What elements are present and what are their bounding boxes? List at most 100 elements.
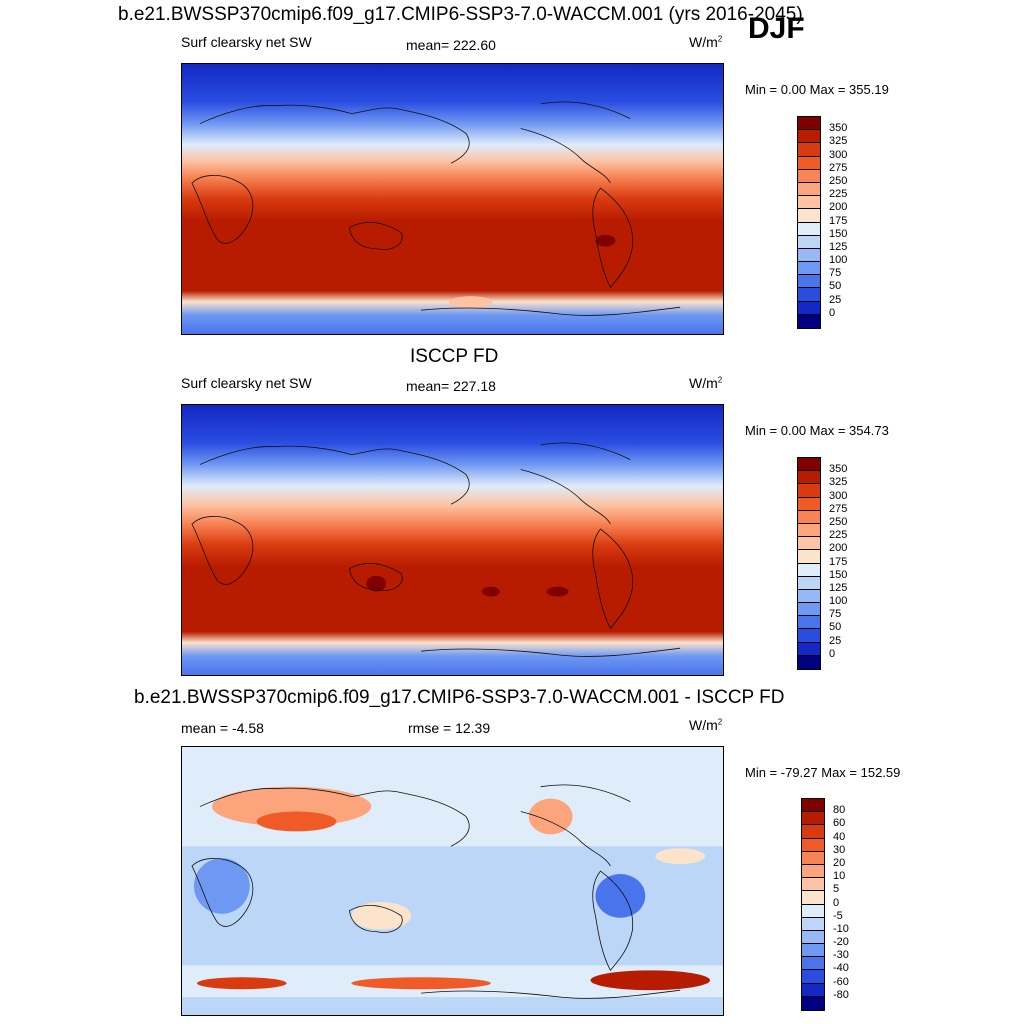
- colorbar-tick-label: 250: [829, 174, 848, 187]
- panel2-units: W/m2: [689, 375, 723, 391]
- colorbar-tick-label: 275: [829, 161, 848, 174]
- colorbar-box: [798, 209, 820, 223]
- colorbar-tick-label: 275: [829, 502, 848, 515]
- colorbar-box: [798, 262, 820, 276]
- colorbar-box: [798, 497, 820, 511]
- colorbar-tick-label: 30: [833, 843, 846, 856]
- colorbar-box: [798, 314, 820, 328]
- panel1-map: [181, 63, 724, 335]
- panel3-minmax: Min = -79.27 Max = 152.59: [745, 765, 901, 780]
- colorbar-box: [802, 851, 824, 865]
- colorbar-tick-label: 350: [829, 122, 848, 135]
- panel1-title: b.e21.BWSSP370cmip6.f09_g17.CMIP6-SSP3-7…: [118, 4, 803, 25]
- colorbar-box: [802, 838, 824, 852]
- colorbar-box: [798, 169, 820, 183]
- panel1-minmax: Min = 0.00 Max = 355.19: [745, 82, 889, 97]
- colorbar-box: [802, 799, 824, 813]
- panel3-title: b.e21.BWSSP370cmip6.f09_g17.CMIP6-SSP3-7…: [134, 687, 785, 708]
- colorbar-tick-label: 75: [829, 267, 842, 280]
- panel2-minmax: Min = 0.00 Max = 354.73: [745, 423, 889, 438]
- colorbar-tick-label: 150: [829, 227, 848, 240]
- colorbar-tick-label: 300: [829, 148, 848, 161]
- colorbar-box: [798, 248, 820, 263]
- colorbar-box: [802, 891, 824, 905]
- colorbar-box: [798, 275, 820, 289]
- colorbar-box: [802, 812, 824, 826]
- colorbar-box: [802, 930, 824, 945]
- colorbar-box: [798, 117, 820, 131]
- colorbar-tick-label: 250: [829, 515, 848, 528]
- colorbar-tick-label: 25: [829, 293, 842, 306]
- colorbar-tick-label: 350: [829, 463, 848, 476]
- colorbar-tick-label: 200: [829, 542, 848, 555]
- panel1-colorbar: [797, 116, 821, 329]
- colorbar-tick-label: 125: [829, 581, 848, 594]
- colorbar-box: [802, 944, 824, 958]
- panel2-map: [181, 404, 724, 676]
- colorbar-box: [798, 550, 820, 564]
- colorbar-tick-label: 325: [829, 476, 848, 489]
- colorbar-box: [798, 655, 820, 669]
- colorbar-tick-label: 225: [829, 529, 848, 542]
- colorbar-box: [798, 222, 820, 236]
- colorbar-box: [802, 904, 824, 918]
- colorbar-tick-label: 80: [833, 804, 846, 817]
- colorbar-box: [798, 235, 820, 249]
- panel2-mean-label: mean= 227.18: [406, 378, 496, 394]
- colorbar-box: [798, 288, 820, 302]
- colorbar-tick-label: -60: [833, 975, 849, 988]
- panel1-variable-label: Surf clearsky net SW: [181, 34, 312, 50]
- colorbar-tick-label: -10: [833, 922, 849, 935]
- colorbar-box: [798, 523, 820, 538]
- colorbar-tick-label: 40: [833, 830, 846, 843]
- colorbar-box: [798, 616, 820, 630]
- colorbar-box: [798, 471, 820, 485]
- colorbar-tick-label: 5: [833, 883, 840, 896]
- colorbar-tick-label: 20: [833, 856, 846, 869]
- colorbar-tick-label: -80: [833, 988, 849, 1001]
- colorbar-box: [798, 182, 820, 197]
- colorbar-tick-label: 100: [829, 595, 848, 608]
- colorbar-box: [802, 825, 824, 839]
- panel3-mean-label: mean = -4.58: [181, 720, 264, 736]
- colorbar-tick-label: 0: [833, 896, 840, 909]
- colorbar-box: [798, 629, 820, 643]
- colorbar-box: [798, 156, 820, 170]
- panel1-mean-label: mean= 222.60: [406, 37, 496, 53]
- colorbar-tick-label: -20: [833, 936, 849, 949]
- colorbar-tick-label: 300: [829, 489, 848, 502]
- colorbar-tick-label: 0: [829, 306, 836, 319]
- panel2-colorbar: [797, 457, 821, 670]
- colorbar-box: [798, 510, 820, 524]
- panel3-rmse-label: rmse = 12.39: [408, 720, 491, 736]
- colorbar-tick-label: 325: [829, 135, 848, 148]
- colorbar-box: [802, 917, 824, 931]
- colorbar-box: [802, 996, 824, 1010]
- panel1-units: W/m2: [689, 34, 723, 50]
- colorbar-tick-label: 100: [829, 254, 848, 267]
- colorbar-box: [798, 130, 820, 144]
- colorbar-box: [802, 864, 824, 879]
- colorbar-tick-label: 50: [829, 621, 842, 634]
- colorbar-tick-label: 0: [829, 647, 836, 660]
- colorbar-box: [798, 196, 820, 210]
- colorbar-box: [798, 642, 820, 656]
- colorbar-box: [798, 589, 820, 604]
- colorbar-box: [798, 537, 820, 551]
- colorbar-tick-label: 175: [829, 555, 848, 568]
- panel3-units: W/m2: [689, 717, 723, 733]
- colorbar-tick-label: 10: [833, 870, 846, 883]
- colorbar-box: [798, 301, 820, 315]
- panel2-title: ISCCP FD: [410, 346, 499, 367]
- colorbar-tick-label: 25: [829, 634, 842, 647]
- colorbar-box: [802, 878, 824, 892]
- colorbar-tick-label: 225: [829, 188, 848, 201]
- colorbar-tick-label: 200: [829, 201, 848, 214]
- colorbar-box: [802, 983, 824, 997]
- colorbar-box: [802, 957, 824, 971]
- panel3-map: [181, 746, 724, 1016]
- colorbar-box: [798, 484, 820, 498]
- colorbar-tick-label: 125: [829, 240, 848, 253]
- colorbar-tick-label: 175: [829, 214, 848, 227]
- colorbar-tick-label: -40: [833, 962, 849, 975]
